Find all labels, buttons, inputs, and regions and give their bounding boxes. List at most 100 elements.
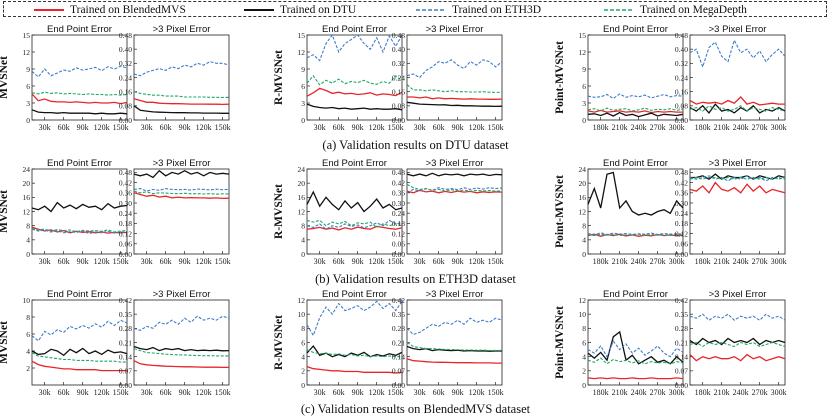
x-tick-label: 270k bbox=[650, 123, 666, 132]
x-tick-label: 60k bbox=[160, 123, 172, 132]
series-line-dtu bbox=[306, 190, 403, 213]
x-tick-label: 60k bbox=[433, 388, 445, 397]
x-tick-label: 120k bbox=[196, 123, 212, 132]
series-line-megadepth bbox=[306, 349, 402, 358]
plot-frame bbox=[306, 34, 403, 121]
legend-swatch-megadepth-icon bbox=[604, 9, 634, 11]
y-tick-label: 6 bbox=[582, 338, 586, 347]
y-tick-label: 0.42 bbox=[392, 296, 405, 305]
series-line-blendedmvs bbox=[587, 109, 683, 114]
y-tick-label: 0.32 bbox=[675, 59, 688, 68]
chart-0-0: End Point Error 0 3 6 9 12 15 30k 60k 90k 120k 150k bbox=[23, 24, 129, 132]
y-tick-label: 0 bbox=[582, 381, 586, 390]
y-tick-label: 6 bbox=[26, 330, 30, 339]
x-tick-label: 150k bbox=[215, 257, 231, 266]
series-line-dtu bbox=[406, 345, 502, 352]
x-tick-label: 240k bbox=[631, 257, 647, 266]
y-tick-label: 12 bbox=[23, 48, 31, 57]
y-tick-label: 0 bbox=[582, 250, 586, 259]
x-tick-label: 90k bbox=[77, 388, 89, 397]
chart-title: >3 Pixel Error bbox=[709, 289, 767, 300]
series-line-blendedmvs bbox=[587, 377, 684, 380]
legend-label: Trained on ETH3D bbox=[452, 4, 542, 16]
x-tick-label: 120k bbox=[469, 388, 485, 397]
x-tick-label: 270k bbox=[650, 257, 666, 266]
y-tick-label: 9 bbox=[301, 65, 305, 74]
series-line-dtu bbox=[587, 330, 684, 365]
plot-frame bbox=[587, 299, 684, 386]
x-tick-label: 210k bbox=[612, 388, 628, 397]
x-tick-label: 60k bbox=[58, 257, 70, 266]
y-tick-label: 2 bbox=[582, 367, 586, 376]
y-tick-label: 24 bbox=[298, 165, 306, 174]
series-line-megadepth bbox=[31, 227, 128, 233]
y-tick-label: 2 bbox=[26, 364, 30, 373]
series-line-eth3d bbox=[133, 315, 230, 332]
series-line-megadepth bbox=[31, 91, 128, 96]
y-tick-label: 0.24 bbox=[675, 209, 688, 218]
series-line-megadepth bbox=[133, 91, 230, 99]
chart-1-2: End Point Error 0 4 8 12 16 20 24 30k 60k 90k 120k 1… bbox=[298, 158, 404, 266]
x-tick-label: 120k bbox=[94, 257, 110, 266]
y-tick-label: 9 bbox=[582, 65, 586, 74]
y-tick-label: 10 bbox=[579, 310, 587, 319]
x-tick-label: 150k bbox=[488, 123, 504, 132]
series-line-eth3d bbox=[306, 33, 403, 62]
x-tick-label: 30k bbox=[141, 388, 153, 397]
series-line-eth3d bbox=[306, 300, 403, 337]
y-tick-label: 4 bbox=[26, 236, 30, 245]
y-tick-label: 16 bbox=[298, 193, 306, 202]
series-line-megadepth bbox=[406, 342, 502, 351]
y-tick-label: 0 bbox=[301, 250, 305, 259]
x-tick-label: 90k bbox=[352, 257, 364, 266]
x-tick-label: 30k bbox=[414, 257, 426, 266]
y-tick-label: 0.18 bbox=[119, 219, 132, 228]
x-tick-label: 30k bbox=[314, 123, 326, 132]
y-tick-label: 0.07 bbox=[392, 367, 405, 376]
series-line-eth3d bbox=[406, 59, 503, 79]
x-tick-label: 300k bbox=[771, 257, 787, 266]
y-tick-label: 0.35 bbox=[675, 310, 688, 319]
y-tick-label: 15 bbox=[298, 31, 306, 40]
row-caption-eth3d: (b) Validation results on ETH3D dataset bbox=[315, 272, 516, 286]
x-tick-label: 210k bbox=[612, 257, 628, 266]
series-line-dtu bbox=[306, 344, 403, 358]
y-tick-label: 0 bbox=[301, 381, 305, 390]
chart-1-1: >3 Pixel Error0.000.060.120.180.240.300.… bbox=[119, 158, 231, 266]
y-tick-label: 0.14 bbox=[119, 352, 132, 361]
plot-frame bbox=[406, 168, 503, 255]
series-line-megadepth bbox=[133, 348, 229, 357]
chart-title: >3 Pixel Error bbox=[709, 158, 767, 169]
y-tick-label: 24 bbox=[23, 165, 31, 174]
x-tick-label: 150k bbox=[215, 388, 231, 397]
legend-swatch-blendedmvs-icon bbox=[34, 9, 64, 11]
x-tick-label: 180k bbox=[593, 123, 609, 132]
y-tick-label: 0.18 bbox=[392, 219, 405, 228]
y-tick-label: 2 bbox=[301, 367, 305, 376]
y-tick-label: 0 bbox=[26, 116, 30, 125]
model-label-mvsnet: MVSNet bbox=[0, 56, 10, 99]
y-tick-label: 0.42 bbox=[119, 178, 132, 187]
x-tick-label: 240k bbox=[631, 123, 647, 132]
y-tick-label: 0.40 bbox=[119, 45, 132, 54]
y-tick-label: 0.00 bbox=[675, 250, 688, 259]
series-line-dtu bbox=[689, 337, 786, 346]
x-tick-label: 120k bbox=[369, 123, 385, 132]
legend-item-dtu: Trained on DTU bbox=[244, 2, 356, 18]
x-tick-label: 60k bbox=[333, 257, 345, 266]
y-tick-label: 12 bbox=[579, 48, 587, 57]
x-tick-label: 30k bbox=[314, 257, 326, 266]
y-tick-label: 9 bbox=[26, 65, 30, 74]
series-line-dtu bbox=[31, 347, 128, 357]
plot-frame bbox=[31, 299, 128, 386]
chart-title: >3 Pixel Error bbox=[153, 158, 211, 169]
x-tick-label: 30k bbox=[141, 123, 153, 132]
series-line-eth3d bbox=[587, 339, 684, 358]
y-tick-label: 6 bbox=[301, 82, 305, 91]
legend: Trained on BlendedMVS Trained on DTU Tra… bbox=[3, 1, 827, 17]
y-tick-label: 4 bbox=[301, 236, 305, 245]
model-label-point-mvsnet: Point-MVSNet bbox=[554, 175, 566, 248]
y-tick-label: 20 bbox=[579, 179, 587, 188]
x-tick-label: 150k bbox=[388, 388, 404, 397]
